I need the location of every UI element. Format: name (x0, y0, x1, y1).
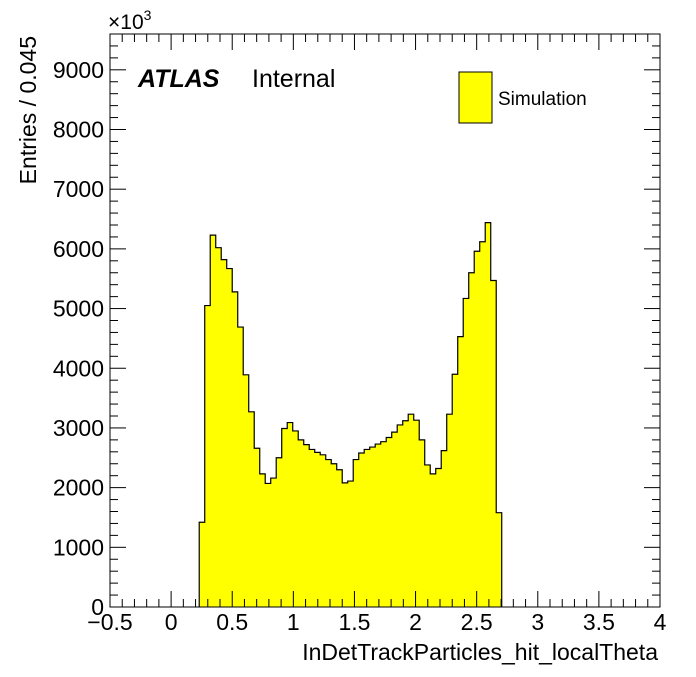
y-axis-multiplier-exponent: 3 (144, 7, 152, 23)
histogram-bar (204, 305, 211, 607)
histogram-bar (276, 457, 283, 607)
histogram-bar (287, 422, 294, 607)
histogram-bar (298, 439, 305, 607)
x-axis-ticks: −0.5 0 0.5 1 1.5 2 2.5 3 3.5 4 (87, 34, 667, 635)
histogram-bar (474, 251, 481, 607)
histogram-bar (358, 453, 365, 607)
y-tick-label: 0 (91, 594, 104, 620)
histogram-bar (452, 374, 459, 607)
y-tick-label: 7000 (53, 176, 104, 202)
x-axis-label: InDetTrackParticles_hit_localTheta (302, 639, 658, 665)
histogram-bar (281, 428, 288, 607)
x-tick-label: 4 (654, 609, 667, 635)
histogram-bar (424, 464, 431, 607)
histogram-bar (325, 459, 332, 607)
histogram-bar (413, 420, 420, 607)
y-tick-label: 8000 (53, 117, 104, 143)
legend-swatch (458, 71, 493, 124)
histogram-bar (342, 482, 349, 607)
histogram-bar (441, 450, 448, 607)
histogram-bar (215, 247, 222, 607)
histogram-bar (364, 449, 371, 607)
histogram-bars (199, 222, 503, 608)
histogram-bar (408, 414, 415, 607)
x-tick-label: 2.5 (461, 609, 493, 635)
histogram-bar (221, 259, 228, 607)
histogram-bar (270, 478, 277, 607)
histogram-bar (419, 439, 426, 607)
histogram-bar (479, 241, 486, 607)
histogram-bar (237, 327, 244, 607)
y-tick-label: 4000 (53, 355, 104, 381)
histogram-bar (314, 452, 321, 607)
histogram-outline (198, 222, 503, 607)
y-tick-label: 9000 (53, 57, 104, 83)
y-tick-label: 6000 (53, 236, 104, 262)
histogram-bar (490, 280, 497, 607)
x-tick-label: 0 (165, 609, 178, 635)
x-tick-label: 3 (531, 609, 544, 635)
x-tick-label: −0.5 (87, 609, 132, 635)
histogram-bar (468, 272, 475, 607)
histogram-bar (463, 298, 470, 607)
histogram-bar (265, 483, 272, 607)
histogram-bar (243, 374, 250, 607)
histogram-bar (496, 512, 503, 607)
y-axis-multiplier: ×103 (108, 7, 152, 34)
x-tick-label: 0.5 (216, 609, 248, 635)
histogram-bar (303, 444, 310, 607)
histogram-bar (369, 447, 376, 607)
histogram-bar (457, 336, 464, 607)
histogram-bar (331, 463, 338, 607)
histogram-bar (292, 430, 299, 607)
internal-label: Internal (252, 65, 335, 93)
histogram-bar (446, 414, 453, 607)
x-tick-label: 1 (287, 609, 300, 635)
x-tick-label: 2 (409, 609, 422, 635)
histogram-bar (391, 432, 398, 607)
y-tick-label: 3000 (53, 415, 104, 441)
histogram-bar (309, 449, 316, 607)
x-tick-label: 1.5 (338, 609, 370, 635)
histogram-bar (430, 473, 437, 607)
histogram-bar (380, 441, 387, 607)
y-tick-label: 2000 (53, 475, 104, 501)
histogram-bar (353, 459, 360, 607)
histogram-bar (248, 411, 255, 607)
y-axis-multiplier-base: ×10 (108, 11, 144, 34)
histogram-bar (402, 420, 409, 607)
legend: Simulation (458, 71, 587, 124)
histogram-bar (336, 469, 343, 607)
histogram-bar (254, 448, 261, 607)
histogram-bar (347, 481, 354, 607)
histogram-bar (375, 444, 382, 607)
histogram-bar (199, 522, 206, 607)
histogram-bar (226, 268, 233, 607)
histogram-bar (259, 473, 266, 607)
histogram-bar (397, 424, 404, 607)
histogram-bar (232, 291, 239, 607)
y-tick-label: 5000 (53, 296, 104, 322)
histogram-bar (485, 222, 492, 608)
histogram-bar (210, 235, 217, 607)
atlas-label: ATLAS (137, 65, 220, 93)
y-tick-label: 1000 (53, 534, 104, 560)
histogram-bar (435, 468, 442, 607)
histogram-bar (386, 437, 393, 607)
y-axis-label: Entries / 0.045 (15, 36, 41, 184)
legend-entry-simulation: Simulation (498, 89, 587, 110)
x-tick-label: 3.5 (583, 609, 615, 635)
y-axis-ticks: 0 1000 2000 3000 4000 5000 6000 7000 8000 9000 (53, 33, 660, 620)
histogram-bar (320, 454, 327, 607)
